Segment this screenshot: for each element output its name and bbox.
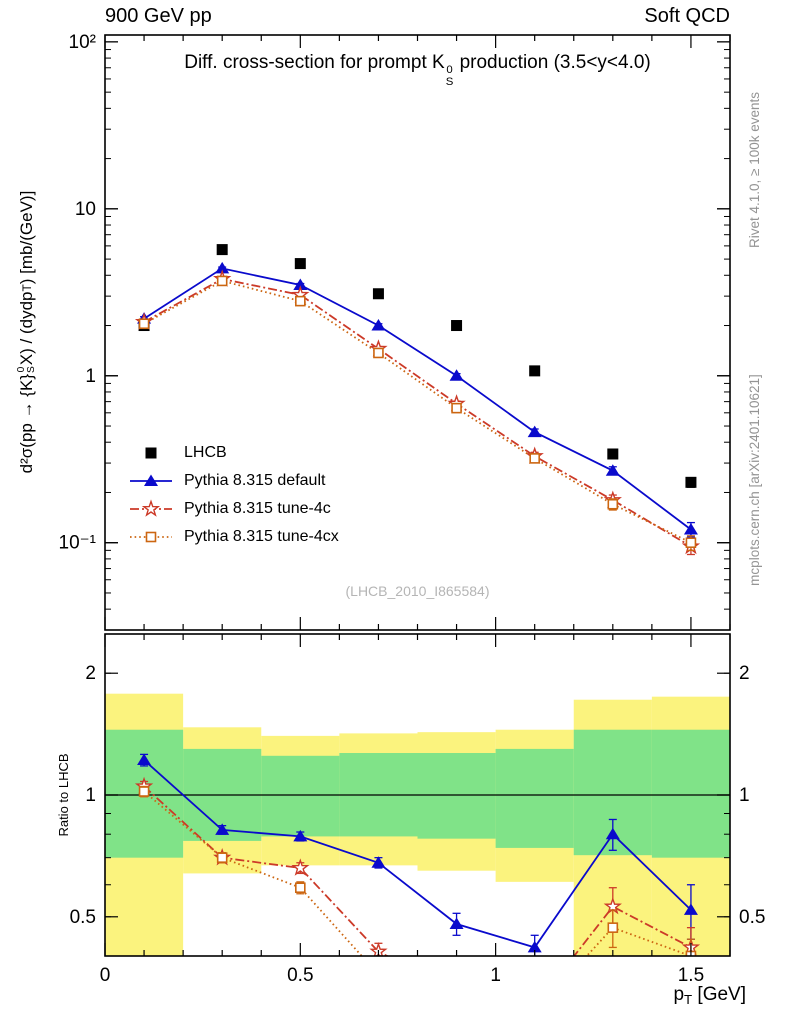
svg-text:2: 2 [85,663,96,684]
header: 900 GeV pp Soft QCD [105,5,730,28]
ratio-y-axis-label: Ratio to LHCB [55,753,71,837]
lhcb-marker-icon [145,447,157,459]
svg-text:10: 10 [75,199,96,220]
main-series-tune4cx [138,275,697,552]
svg-text:1: 1 [739,785,750,806]
analysis-watermark: (LHCB_2010_I865584) [345,583,490,599]
svg-text:2: 2 [739,663,750,684]
process-group-label: Soft QCD [644,5,730,27]
svg-text:0: 0 [100,965,111,986]
xlabel-unit: [GeV] [692,984,746,1005]
legend-label-pythia-default: Pythia 8.315 default [184,472,326,489]
svg-text:0.5: 0.5 [70,907,96,928]
pythia-tune4c-marker-icon [130,499,172,517]
legend-item-pythia-default: Pythia 8.315 default [128,469,339,493]
xlabel-subscript: T [684,991,693,1007]
legend-label-pythia-tune4c: Pythia 8.315 tune-4c [184,500,331,517]
xlabel-symbol: p [673,984,685,1005]
ratio-uncertainty-bands [105,693,730,956]
title-text-post: production (3.5<y<4.0) [454,52,651,73]
svg-text:0.5: 0.5 [739,907,765,928]
legend-label-pythia-tune4cx: Pythia 8.315 tune-4cx [184,528,339,545]
svg-text:1: 1 [85,785,96,806]
legend-item-pythia-tune4c: Pythia 8.315 tune-4c [128,497,339,521]
k0s-superscript: 0 [446,64,453,77]
svg-text:1.5: 1.5 [678,965,704,986]
beam-energy-label: 900 GeV pp [105,5,212,27]
svg-text:10²: 10² [69,32,96,53]
svg-text:10⁻¹: 10⁻¹ [59,533,97,554]
mcplots-citation-note: mcplots.cern.ch [arXiv:2401.10621] [746,374,762,586]
legend-label-lhcb: LHCB [184,444,227,461]
legend: LHCB Pythia 8.315 default Pythia 8.315 t… [128,441,339,549]
legend-item-pythia-tune4cx: Pythia 8.315 tune-4cx [128,525,339,549]
svg-text:1: 1 [490,965,501,986]
svg-text:1: 1 [85,366,96,387]
ylabel-p3: ) [mb/(GeV)] [17,190,36,285]
y-axis-label: d²σ(pp → {K} 0 S X) / (dydp T) [mb/(GeV)] [15,22,39,642]
pythia-default-marker-icon [130,474,172,486]
svg-text:0.5: 0.5 [287,965,313,986]
ylabel-p2: X) / (dydp [17,291,36,366]
x-axis-label: pT [GeV] [673,984,746,1007]
ratio-series-default [137,753,698,956]
ylabel-pt-subscript: T [20,284,34,292]
ylabel-p1: d²σ(pp → {K} [17,373,36,474]
legend-item-lhcb: LHCB [128,441,339,465]
k0s-subscript: S [445,75,454,88]
rivet-version-note: Rivet 4.1.0, ≥ 100k events [746,92,762,248]
pythia-tune4cx-marker-icon [130,531,172,543]
title-text-pre: Diff. cross-section for prompt K [184,52,445,73]
